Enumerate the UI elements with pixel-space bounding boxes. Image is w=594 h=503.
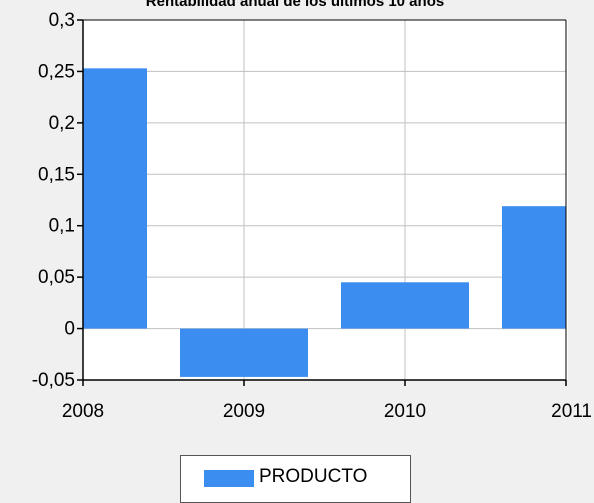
bar bbox=[180, 328, 308, 377]
y-tick-label: 0,1 bbox=[49, 216, 75, 237]
bar bbox=[502, 206, 566, 329]
y-axis-ticks: 0,3 0,25 0,2 0,15 0,1 0,05 0 -0,05 bbox=[32, 10, 83, 391]
y-tick-label: 0,25 bbox=[38, 61, 75, 82]
y-tick-label: 0 bbox=[64, 319, 75, 340]
legend: PRODUCTO bbox=[180, 455, 411, 503]
legend-label: PRODUCTO bbox=[259, 466, 368, 487]
x-axis-ticks: 2008 2009 2010 2011 bbox=[62, 380, 592, 422]
y-tick-label: -0,05 bbox=[32, 370, 75, 391]
y-tick-label: 0,3 bbox=[49, 10, 75, 31]
x-tick-label: 2008 bbox=[62, 401, 104, 422]
chart-title: Rentabilidad anual de los últimos 10 año… bbox=[146, 0, 444, 10]
x-tick-label: 2009 bbox=[223, 401, 265, 422]
legend-swatch bbox=[204, 470, 254, 487]
x-tick-label: 2011 bbox=[551, 401, 592, 422]
y-tick-label: 0,15 bbox=[38, 164, 75, 185]
plot-area bbox=[83, 20, 568, 380]
y-tick-label: 0,2 bbox=[49, 113, 75, 134]
bar bbox=[83, 68, 147, 329]
bar bbox=[341, 282, 469, 329]
axes bbox=[82, 19, 567, 381]
y-tick-label: 0,05 bbox=[38, 267, 75, 288]
chart: Rentabilidad anual de los últimos 10 año… bbox=[32, 0, 592, 422]
bars bbox=[83, 68, 566, 377]
x-tick-label: 2010 bbox=[384, 401, 426, 422]
